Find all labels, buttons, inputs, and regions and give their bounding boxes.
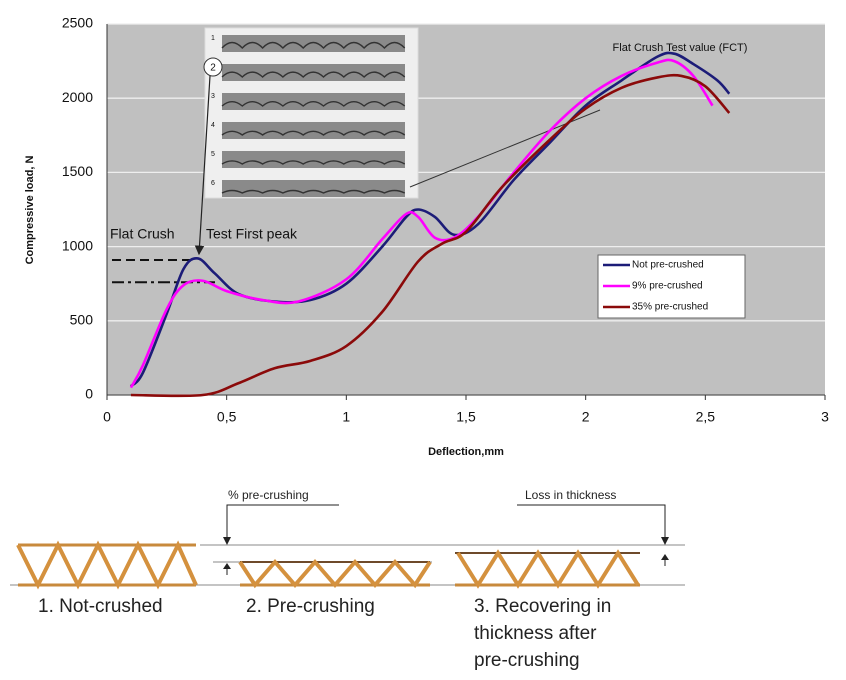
inset-label: 6: [211, 180, 215, 187]
legend-label: 9% pre-crushed: [632, 281, 703, 292]
inset-marker: 2: [210, 63, 216, 74]
dimension-label: % pre-crushing: [228, 488, 309, 502]
inset-wave: [221, 71, 406, 78]
y-tick-label: 0: [85, 386, 93, 402]
y-tick-label: 1000: [62, 237, 93, 253]
x-tick-label: 1,5: [456, 409, 476, 425]
y-tick-label: 500: [70, 312, 94, 328]
y-tick-label: 2000: [62, 89, 93, 105]
legend-label: 35% pre-crushed: [632, 302, 708, 313]
legend-label: Not pre-crushed: [632, 260, 704, 271]
inset-wave: [221, 101, 406, 107]
x-axis-title: Deflection,mm: [428, 446, 504, 458]
x-tick-label: 2,5: [696, 409, 716, 425]
inset-wave: [221, 130, 406, 136]
y-axis-title: Compressive load, N: [24, 156, 36, 265]
inset-wave: [221, 189, 406, 194]
series-line: [129, 58, 714, 389]
inset-wave: [221, 41, 406, 50]
inset-wave: [221, 160, 406, 165]
annotation: Flat Crush: [110, 226, 175, 242]
inset-label: 1: [211, 35, 215, 42]
x-tick-label: 0: [103, 409, 111, 425]
dimension-label: Loss in thickness: [525, 488, 616, 502]
series-line: [130, 73, 731, 398]
caption: 2. Pre-crushing: [246, 596, 375, 617]
inset-label: 4: [211, 122, 215, 129]
caption: thickness after: [474, 623, 597, 644]
inset-strip: [222, 180, 405, 197]
annotation: Flat Crush Test value (FCT): [613, 42, 748, 54]
y-tick-label: 2500: [62, 15, 93, 31]
x-tick-label: 2: [582, 409, 590, 425]
inset-strip: [222, 35, 405, 52]
y-tick-label: 1500: [62, 163, 93, 179]
series-line: [129, 51, 731, 388]
inset-label: 3: [211, 93, 215, 100]
x-tick-label: 0,5: [217, 409, 237, 425]
caption: 1. Not-crushed: [38, 596, 163, 617]
x-tick-label: 1: [342, 409, 350, 425]
inset: 123456 2: [194, 27, 601, 256]
corrugation-diagram: [10, 504, 685, 590]
x-tick-label: 3: [821, 409, 829, 425]
inset-strip: [222, 151, 405, 168]
inset-label: 5: [211, 151, 215, 158]
inset-strip: [222, 122, 405, 139]
caption: pre-crushing: [474, 650, 580, 671]
annotation: Test First peak: [206, 226, 298, 242]
caption: 3. Recovering in: [474, 596, 611, 617]
